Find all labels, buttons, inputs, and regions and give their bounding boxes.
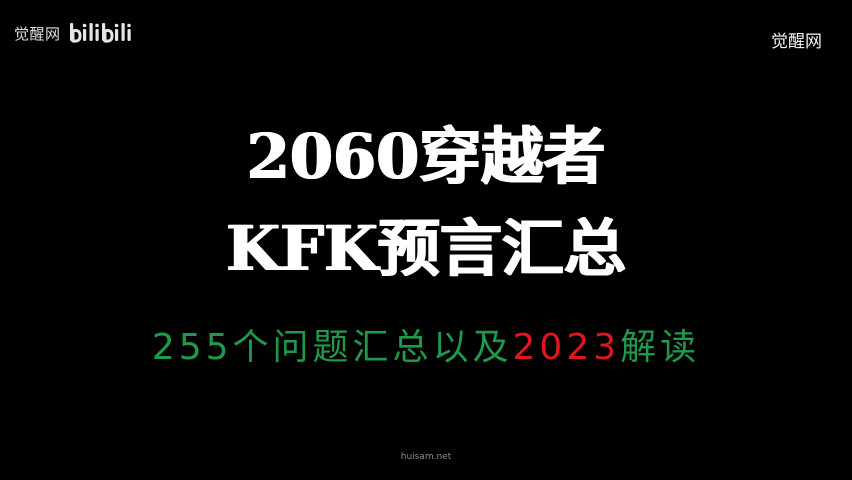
watermark-top-right: 觉醒网 — [771, 32, 822, 52]
site-watermark: huisam.net — [400, 452, 452, 462]
subtitle-year: 2023 — [512, 327, 621, 368]
title-line-1: 2060穿越者 — [246, 120, 606, 193]
watermark-top-left: 觉醒网 — [14, 20, 133, 46]
watermark-site-name: 觉醒网 — [14, 24, 61, 43]
bilibili-logo-icon — [69, 23, 131, 43]
title-line-2: KFK预言汇总 — [226, 212, 626, 285]
bilibili-logo — [69, 21, 133, 45]
subtitle: 255个问题汇总以及2023解读 — [0, 330, 852, 366]
subtitle-part-3: 解读 — [620, 327, 701, 368]
subtitle-part-1: 255个问题汇总以及 — [151, 327, 513, 368]
